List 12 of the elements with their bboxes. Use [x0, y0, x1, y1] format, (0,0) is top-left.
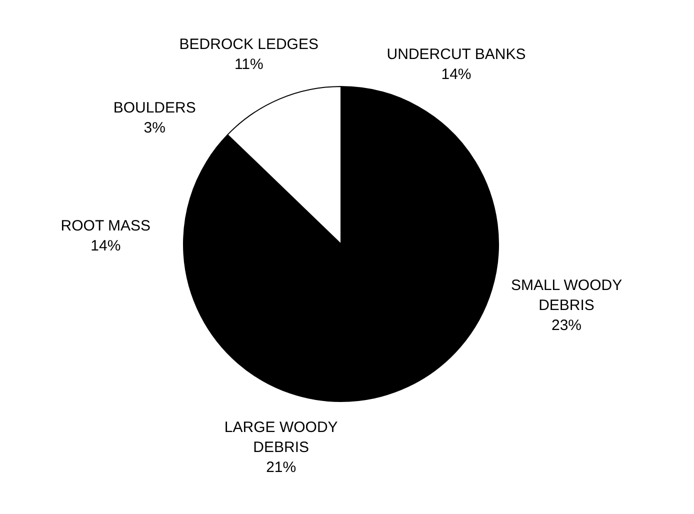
slice-label: BOULDERS	[113, 100, 196, 117]
slice-label: LARGE WOODY DEBRIS	[224, 419, 338, 456]
slice-label: UNDERCUT BANKS	[386, 46, 526, 63]
data-label: 21%	[266, 459, 296, 476]
data-label: 23%	[552, 317, 582, 334]
data-label: 14%	[90, 238, 121, 255]
slice-label: ROOT MASS	[60, 218, 151, 235]
data-label: 3%	[144, 120, 166, 137]
data-label: 14%	[441, 66, 472, 83]
data-label: 11%	[234, 56, 264, 74]
slice-label: BEDROCK LEDGES	[179, 36, 319, 54]
slice-label: SMALL WOODY DEBRIS	[510, 277, 622, 314]
